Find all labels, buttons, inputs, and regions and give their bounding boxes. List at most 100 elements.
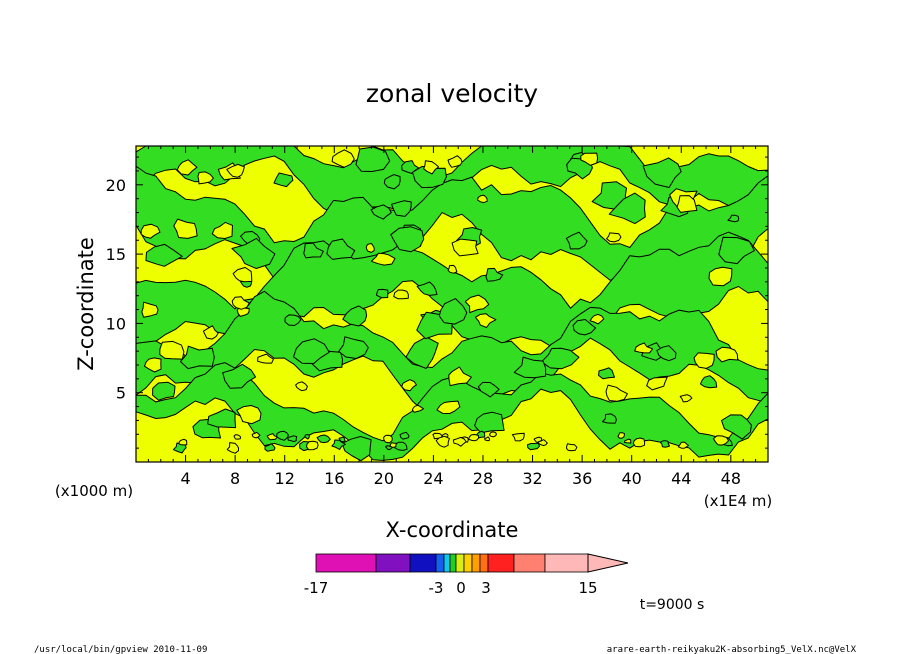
- contour-cell: [233, 434, 241, 440]
- contour-cell: [565, 231, 588, 250]
- contour-cell: [412, 165, 447, 189]
- contour-cell: [448, 366, 472, 387]
- x-tick-label: 16: [324, 469, 344, 488]
- contour-cell: [207, 408, 237, 429]
- contour-cell: [173, 218, 198, 239]
- contour-cell: [383, 434, 393, 444]
- contour-cell: [423, 160, 440, 175]
- contour-cell: [365, 243, 375, 253]
- contour-cell: [676, 195, 698, 213]
- contour-cell: [331, 439, 346, 450]
- contour-cell: [477, 194, 488, 204]
- y-tick-label: 20: [106, 176, 126, 195]
- colorbar-swatch: [471, 553, 481, 573]
- contour-cell: [656, 345, 677, 362]
- x-tick-label: 4: [180, 469, 190, 488]
- contour-cell: [452, 436, 467, 447]
- y-tick-label: 10: [106, 314, 126, 333]
- x-tick-label: 28: [473, 469, 493, 488]
- colorbar-swatch: [409, 553, 437, 573]
- contour-cell: [276, 430, 289, 441]
- contour-cell: [474, 411, 505, 434]
- contour-cell: [355, 146, 391, 172]
- contour-cell: [679, 394, 693, 403]
- contour-cell: [399, 431, 410, 440]
- x-tick-label: 40: [622, 469, 642, 488]
- x-tick-label: 36: [572, 469, 592, 488]
- contour-cell: [295, 381, 308, 392]
- contour-cell: [287, 435, 298, 442]
- contour-cell: [721, 414, 752, 440]
- contour-cell: [634, 342, 653, 354]
- contour-cell: [141, 301, 159, 318]
- contour-cell: [537, 439, 548, 446]
- contour-cell: [176, 159, 198, 176]
- contour-cell: [693, 352, 715, 369]
- plot-frame: [135, 145, 769, 463]
- contour-cell: [144, 357, 162, 373]
- contour-cell: [273, 172, 294, 188]
- contour-cell: [642, 157, 682, 188]
- contour-cell: [236, 405, 262, 425]
- contour-cell: [391, 200, 412, 217]
- contour-cell: [226, 163, 245, 178]
- contour-cell: [304, 434, 310, 440]
- contour-cell: [715, 346, 739, 363]
- x-tick-label: 32: [522, 469, 542, 488]
- colorbar-swatch: [443, 553, 451, 573]
- contour-cell: [438, 298, 468, 325]
- contour-cell: [152, 381, 176, 401]
- contour-cell: [605, 384, 628, 402]
- colorbar-swatch: [487, 553, 515, 573]
- contour-cell: [416, 281, 438, 296]
- y-tick-labels: 5 10 15 20: [106, 176, 126, 403]
- contour-cell: [389, 442, 398, 448]
- contour-cell: [383, 174, 401, 190]
- x-tick-label: 44: [671, 469, 691, 488]
- colorbar-tick-label: 3: [481, 579, 491, 597]
- contour-cell: [375, 288, 389, 299]
- y-unit-label: (x1000 m): [55, 482, 133, 500]
- colorbar-swatch: [375, 553, 411, 573]
- colorbar-swatch: [455, 553, 465, 573]
- contour-cell: [293, 338, 330, 364]
- contour-cell: [580, 152, 599, 166]
- x-tick-label: 48: [721, 469, 741, 488]
- axis-ticks: [136, 146, 768, 462]
- x-tick-label: 20: [374, 469, 394, 488]
- contour-cell: [659, 440, 670, 448]
- contour-cell: [700, 375, 718, 389]
- contour-cell: [708, 266, 733, 287]
- contour-cell: [401, 379, 417, 392]
- contour-cell: [331, 149, 355, 168]
- x-tick-label: 8: [230, 469, 240, 488]
- contour-cell: [646, 376, 668, 391]
- contour-cell: [231, 296, 250, 310]
- footer-right: arare-earth-reikyaku2K-absorbing5_VelX.n…: [607, 645, 857, 654]
- contour-cell: [511, 432, 525, 442]
- colorbar-tick-label: -3: [429, 579, 444, 597]
- colorbar-swatch: [513, 553, 546, 573]
- contour-cell: [211, 221, 233, 239]
- contour-cell: [718, 236, 755, 265]
- contour-cell: [484, 436, 490, 442]
- colorbar-swatch: [463, 553, 473, 573]
- contour-cell: [485, 267, 504, 282]
- footer-left: /usr/local/bin/gpview 2010-11-09: [34, 645, 207, 654]
- contour-cell: [342, 305, 368, 327]
- contour-cell: [474, 313, 497, 328]
- contour-cell: [251, 431, 261, 439]
- contour-cell: [477, 381, 500, 398]
- colorbar-swatch: [544, 553, 589, 573]
- contour-cell: [617, 432, 625, 439]
- contour-cell: [713, 435, 729, 446]
- x-tick-label: 24: [423, 469, 443, 488]
- colorbar-swatch: [479, 553, 489, 573]
- contour-cell: [303, 242, 324, 259]
- colorbar: -17 -3 0 3 15: [304, 553, 629, 597]
- contour-cell: [316, 434, 331, 444]
- contour-cell: [727, 214, 740, 223]
- contour-cell: [341, 436, 372, 462]
- contour-cell: [257, 353, 274, 364]
- contour-cell: [140, 223, 161, 239]
